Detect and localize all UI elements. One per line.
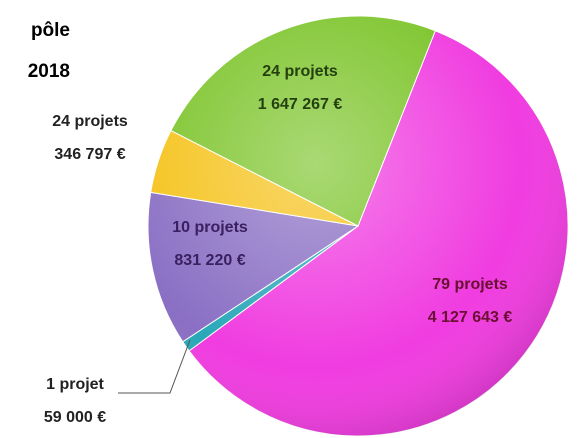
slice-label: 1 projet: [46, 376, 104, 393]
slice-label: 10 projets: [172, 219, 248, 236]
title-line: pôle: [31, 20, 70, 41]
value-label: 831 220 €: [174, 252, 245, 269]
value-label: 1 647 267 €: [258, 96, 343, 113]
value-label: 346 797 €: [54, 146, 125, 163]
value-label: 59 000 €: [44, 409, 106, 426]
slice-label: 24 projets: [262, 63, 338, 80]
slice-label: 79 projets: [432, 276, 508, 293]
slice-label: 24 projets: [52, 113, 128, 130]
value-label: 4 127 643 €: [428, 309, 513, 326]
title-line: 2018: [28, 61, 70, 82]
leader-line: [118, 339, 191, 394]
